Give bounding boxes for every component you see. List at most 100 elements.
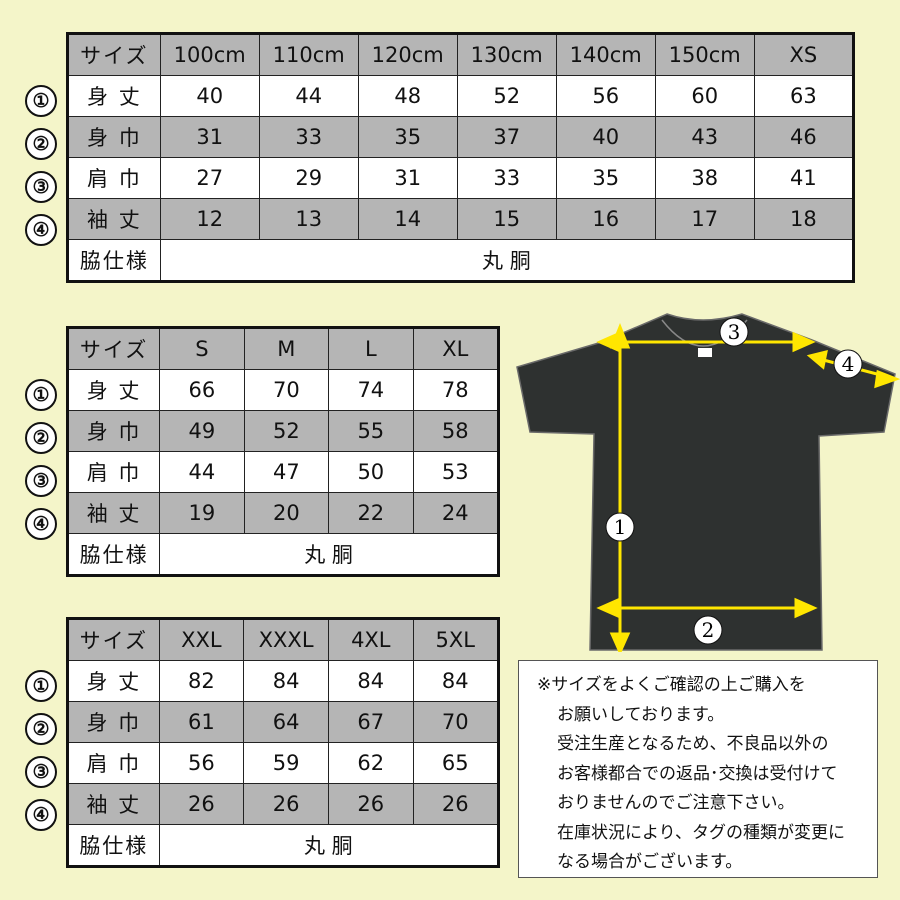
measurement-row: 身 巾 31 33 35 37 40 43 46 (67, 116, 855, 158)
size-header: 150cm (654, 33, 755, 76)
measurement-row: 袖 丈 26 26 26 26 (67, 783, 500, 825)
row-marker: ④ (25, 799, 57, 831)
size-header: 5XL (412, 618, 500, 661)
row-label: 袖 丈 (67, 198, 161, 240)
cell-value: 52 (243, 410, 330, 452)
size-header: 140cm (555, 33, 656, 76)
cell-value: 27 (159, 157, 260, 199)
notice-line: お客様都合での返品･交換は受付けて (557, 763, 838, 784)
cell-value: 33 (456, 157, 557, 199)
measurement-row: 身 巾 61 64 67 70 (67, 701, 500, 743)
cell-value: 20 (243, 492, 330, 534)
notice-line: 在庫状況により、タグの種類が変更に (557, 822, 845, 843)
cell-value: 38 (654, 157, 755, 199)
measurement-row: 身 丈 82 84 84 84 (67, 660, 500, 702)
tshirt-measurement-diagram: 1 2 3 4 (516, 313, 900, 652)
row-marker: ③ (25, 171, 57, 203)
notice-line: 受注生産となるため、不良品以外の (557, 734, 829, 754)
size-table: サイズ XXL XXXL 4XL 5XL 身 丈 82 84 84 84 身 巾 61 64 67 70 肩 … (66, 617, 500, 868)
size-header: S (159, 327, 245, 370)
cell-value: 44 (159, 451, 245, 493)
notice-line: なる場合がございます。 (557, 852, 743, 872)
row-label: 身 丈 (66, 369, 161, 411)
cell-value: 56 (555, 75, 656, 117)
cell-value: 14 (357, 198, 458, 240)
cell-value: 84 (412, 660, 500, 702)
cell-value: 52 (456, 75, 557, 117)
cell-value: 41 (753, 157, 855, 199)
cell-value: 61 (158, 701, 245, 743)
row-label: 袖 丈 (66, 492, 161, 534)
side-spec-value: 丸 胴 (158, 824, 500, 867)
size-header: 110cm (258, 33, 359, 76)
row-label: 袖 丈 (67, 783, 160, 825)
size-header: XXL (158, 618, 245, 661)
side-spec-label: 脇仕様 (67, 239, 161, 282)
cell-value: 70 (412, 701, 500, 743)
header-label: サイズ (67, 33, 161, 76)
measurement-row: 身 丈 66 70 74 78 (66, 369, 500, 411)
cell-value: 84 (243, 660, 330, 702)
row-marker: ① (25, 85, 57, 117)
row-marker: ③ (25, 465, 57, 497)
diagram-marker-1: 1 (605, 512, 635, 542)
size-table: サイズ S M L XL 身 丈 66 70 74 78 身 巾 49 52 55 58 肩 巾 44 47 50 5… (66, 326, 500, 577)
diagram-marker-3: 3 (719, 317, 749, 347)
cell-value: 26 (243, 783, 330, 825)
cell-value: 44 (258, 75, 359, 117)
header-row: サイズ XXL XXXL 4XL 5XL (67, 618, 500, 661)
cell-value: 43 (654, 116, 755, 158)
cell-value: 60 (654, 75, 755, 117)
cell-value: 37 (456, 116, 557, 158)
cell-value: 16 (555, 198, 656, 240)
measurement-row: 袖 丈 12 13 14 15 16 17 18 (67, 198, 855, 240)
row-marker: ① (25, 670, 57, 702)
cell-value: 47 (243, 451, 330, 493)
cell-value: 78 (412, 369, 500, 411)
row-label: 身 巾 (67, 701, 160, 743)
size-header: XL (412, 327, 500, 370)
size-header: L (328, 327, 414, 370)
cell-value: 40 (159, 75, 260, 117)
header-row: サイズ 100cm 110cm 120cm 130cm 140cm 150cm XS (67, 33, 855, 76)
row-marker: ② (25, 713, 57, 745)
size-header: XXXL (243, 618, 330, 661)
cell-value: 26 (328, 783, 414, 825)
header-label: サイズ (67, 618, 160, 661)
cell-value: 70 (243, 369, 330, 411)
tshirt-shape (516, 313, 896, 651)
cell-value: 56 (158, 742, 245, 784)
cell-value: 63 (753, 75, 855, 117)
cell-value: 18 (753, 198, 855, 240)
measurement-arrows (596, 322, 900, 652)
row-label: 肩 巾 (66, 451, 161, 493)
svg-text:1: 1 (614, 515, 627, 539)
measurement-row: 肩 巾 27 29 31 33 35 38 41 (67, 157, 855, 199)
cell-value: 35 (357, 116, 458, 158)
header-label: サイズ (66, 327, 161, 370)
diagram-marker-4: 4 (833, 349, 863, 379)
measurement-row: 身 丈 40 44 48 52 56 60 63 (67, 75, 855, 117)
measurement-row: 肩 巾 56 59 62 65 (67, 742, 500, 784)
cell-value: 33 (258, 116, 359, 158)
row-marker: ③ (25, 756, 57, 788)
cell-value: 82 (158, 660, 245, 702)
cell-value: 64 (243, 701, 330, 743)
cell-value: 59 (243, 742, 330, 784)
cell-value: 35 (555, 157, 656, 199)
cell-value: 24 (412, 492, 500, 534)
cell-value: 67 (328, 701, 414, 743)
side-spec-label: 脇仕様 (66, 533, 161, 576)
row-label: 身 丈 (67, 75, 161, 117)
size-header: 130cm (456, 33, 557, 76)
cell-value: 48 (357, 75, 458, 117)
notice-box: ※サイズをよくご確認の上ご購入を お願いしております。 受注生産となるため、不良… (518, 660, 878, 878)
svg-text:3: 3 (728, 320, 741, 344)
cell-value: 50 (328, 451, 414, 493)
measurement-row: 肩 巾 44 47 50 53 (66, 451, 500, 493)
side-spec-value: 丸 胴 (159, 533, 499, 576)
measurement-row: 袖 丈 19 20 22 24 (66, 492, 500, 534)
notice-line: おりませんのでご注意下さい。 (557, 793, 795, 813)
size-header: M (243, 327, 330, 370)
cell-value: 12 (159, 198, 260, 240)
